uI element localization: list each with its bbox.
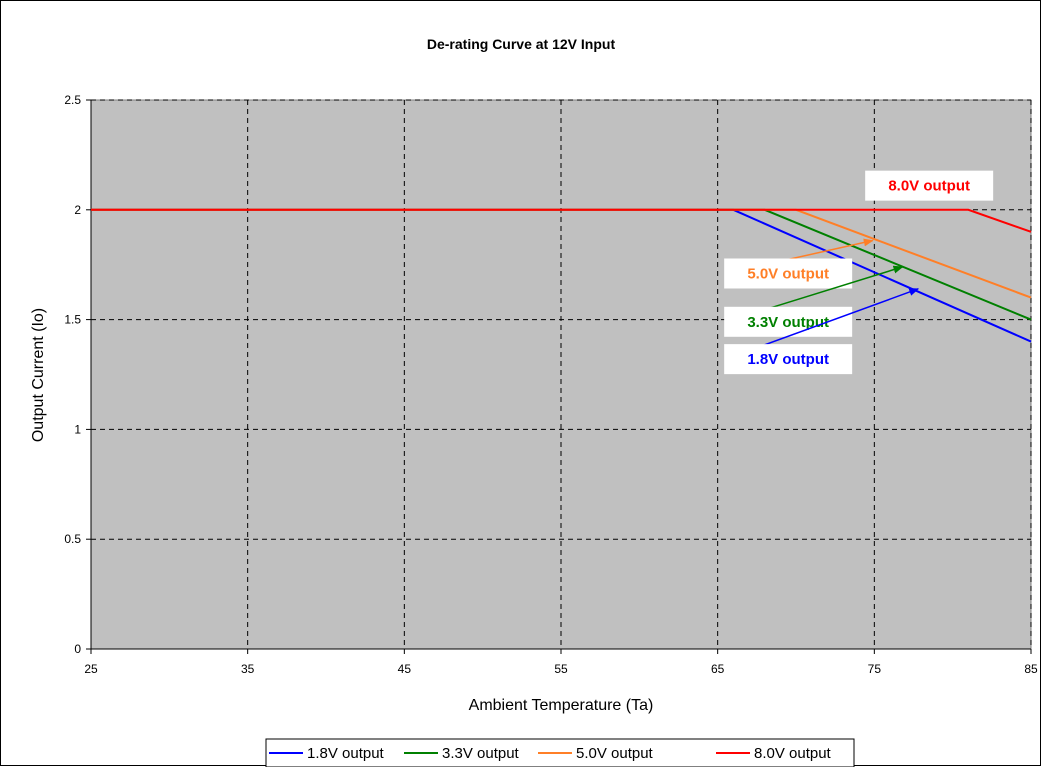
legend-label: 5.0V output	[576, 745, 654, 762]
legend-label: 8.0V output	[754, 745, 832, 762]
legend-label: 3.3V output	[442, 745, 520, 762]
y-tick-label: 2.5	[64, 93, 81, 107]
grid-lines	[91, 99, 1032, 649]
annotation-8-0v-output: 8.0V output	[865, 170, 994, 201]
chart-title: De-rating Curve at 12V Input	[427, 36, 616, 52]
x-tick-label: 65	[711, 662, 725, 676]
legend-label: 1.8V output	[307, 745, 385, 762]
annotation-box	[724, 258, 853, 289]
x-tick-label: 25	[84, 662, 98, 676]
annotation-box	[724, 306, 853, 337]
legend-item: 8.0V output	[716, 745, 832, 762]
annotation-label: 5.0V output	[747, 265, 829, 282]
y-tick-label: 1	[74, 422, 81, 436]
legend-items: 1.8V output 3.3V output 5.0V output 8.0V ou…	[269, 745, 832, 762]
annotation-label: 1.8V output	[747, 351, 829, 368]
x-tick-label: 85	[1024, 662, 1038, 676]
axes	[86, 99, 1032, 654]
y-axis-title: Output Current (Io)	[30, 308, 47, 442]
legend-item: 1.8V output	[269, 745, 385, 762]
annotation-1-8v-output: 1.8V output	[724, 288, 920, 375]
annotation-box	[865, 170, 994, 201]
y-tick-label: 0.5	[64, 532, 81, 546]
annotation-box	[724, 344, 853, 375]
annotation-label: 3.3V output	[747, 314, 829, 331]
y-tick-label: 2	[74, 203, 81, 217]
x-tick-label: 75	[868, 662, 882, 676]
legend-item: 3.3V output	[404, 745, 520, 762]
y-tick-label: 0	[74, 642, 81, 656]
legend: 1.8V output 3.3V output 5.0V output 8.0V ou…	[265, 738, 855, 767]
annotation-3-3v-output: 3.3V output	[724, 265, 904, 337]
tick-labels: 25 35 45 55 65 75 85 0 0.5 1 1.5 2 2.5	[64, 93, 1038, 676]
x-tick-label: 55	[554, 662, 568, 676]
x-tick-label: 35	[241, 662, 255, 676]
y-tick-label: 1.5	[64, 313, 81, 327]
x-axis-title: Ambient Temperature (Ta)	[469, 697, 654, 714]
annotation-5-0v-output: 5.0V output	[724, 238, 874, 289]
series-lines	[91, 208, 1032, 343]
x-tick-label: 45	[398, 662, 412, 676]
series-line-8-0v-output	[91, 208, 1032, 233]
annotations: 8.0V output 5.0V output 3.3V output 1.8V ou…	[724, 170, 994, 375]
legend-item: 5.0V output	[538, 745, 654, 762]
annotation-label: 8.0V output	[888, 178, 970, 195]
